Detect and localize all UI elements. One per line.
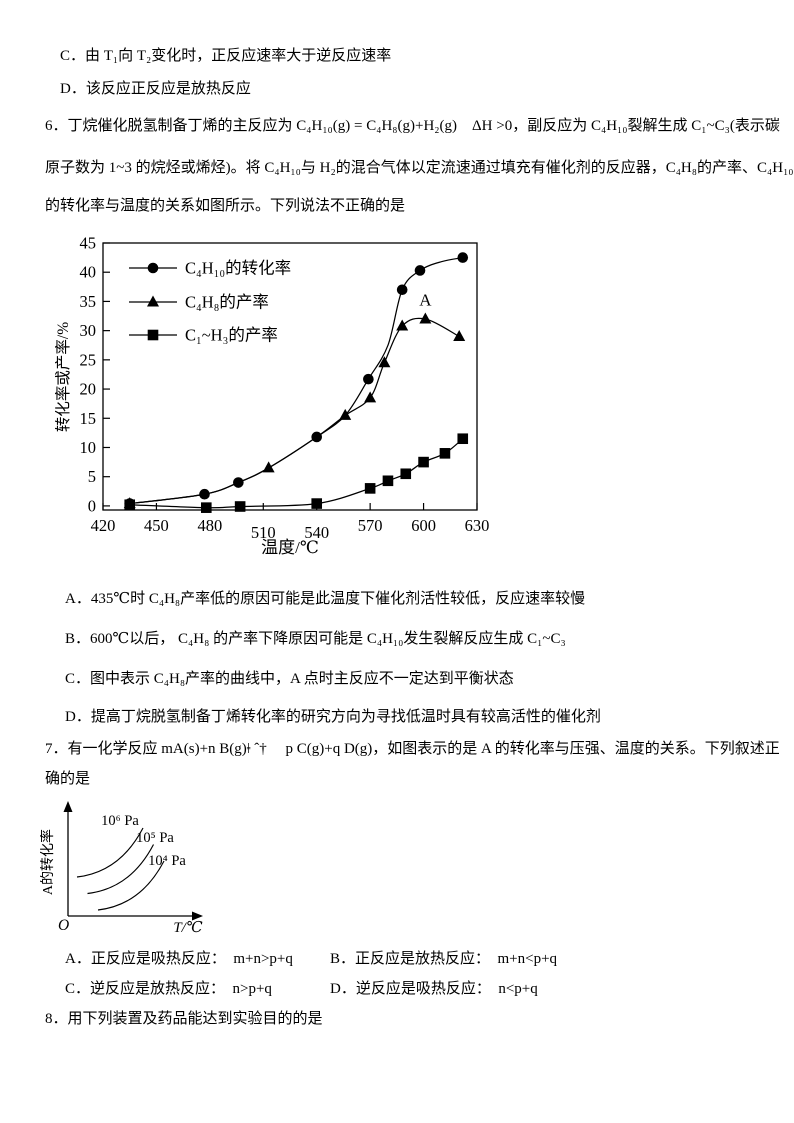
- svg-text:温度/℃: 温度/℃: [261, 538, 319, 557]
- svg-text:30: 30: [80, 321, 97, 340]
- q6-option-a: A．435℃时 C₄H₈产率低的原因可能是此温度下催化剂活性较低，反应速率较慢: [65, 591, 586, 607]
- svg-text:10: 10: [80, 438, 97, 457]
- svg-text:0: 0: [88, 496, 96, 515]
- svg-text:480: 480: [197, 516, 222, 535]
- svg-text:510: 510: [251, 523, 276, 542]
- svg-text:630: 630: [465, 516, 490, 535]
- svg-text:O: O: [58, 917, 69, 934]
- svg-text:A的转化率: A的转化率: [40, 829, 56, 895]
- svg-text:45: 45: [80, 235, 97, 253]
- svg-text:600: 600: [411, 516, 436, 535]
- q7-pressure-temperature-chart: 10⁶ Pa 10⁵ Pa 10⁴ Pa O T/℃ A的转化率: [39, 798, 270, 945]
- svg-text:15: 15: [80, 409, 97, 428]
- conversion-yield-chart-svg: 420 450 480 510 540 570 600 6300510152025303540…: [54, 234, 490, 558]
- svg-text:5: 5: [88, 467, 96, 486]
- q6-option-c: C．图中表示 C₄H₈产率的曲线中，A 点时主反应不一定达到平衡状态: [65, 671, 514, 687]
- svg-text:35: 35: [80, 292, 97, 311]
- q7-option-c: C．逆反应是放热反应： n>p+q: [65, 981, 272, 997]
- svg-text:T/℃: T/℃: [173, 920, 203, 936]
- svg-text:10⁵ Pa: 10⁵ Pa: [136, 830, 174, 846]
- q7-option-a: A．正反应是吸热反应： m+n>p+q: [65, 951, 293, 967]
- q6-stem-line2: 原子数为 1~3 的烷烃或烯烃)。将 C₄H₁₀与 H₂的混合气体以定流速通过填…: [45, 160, 794, 176]
- svg-text:40: 40: [80, 263, 97, 282]
- q5-option-c: C．由 T₁向 T₂变化时，正反应速率大于逆反应速率: [60, 48, 392, 64]
- svg-text:10⁴ Pa: 10⁴ Pa: [148, 853, 186, 869]
- q7-stem-line1: 7．有一化学反应 mA(s)+n B(g)ǂ ˆ† p C(g)+q D(g)，…: [45, 741, 780, 757]
- q7-option-b: B．正反应是放热反应： m+n<p+q: [330, 951, 558, 967]
- q6-option-d: D．提高丁烷脱氢制备丁烯转化率的研究方向为寻找低温时具有较高活性的催化剂: [65, 709, 601, 725]
- q6-stem-line1: 6．丁烷催化脱氢制备丁烯的主反应为 C₄H₁₀(g) = C₄H₈(g)+H₂(…: [45, 118, 780, 134]
- q6-stem-line3: 的转化率与温度的关系如图所示。下列说法不正确的是: [45, 198, 406, 214]
- q7-option-d: D．逆反应是吸热反应： n<p+q: [330, 981, 538, 997]
- svg-text:420: 420: [91, 516, 116, 535]
- q6-conversion-yield-chart: 420 450 480 510 540 570 600 630 0 5 10 15 20 25 30 35 40…: [54, 234, 495, 570]
- svg-text:A: A: [419, 291, 432, 310]
- q7-stem-line2: 确的是: [45, 771, 91, 787]
- svg-text:25: 25: [80, 350, 97, 369]
- svg-text:C₄H₁₀的转化率: C₄H₁₀的转化率: [185, 259, 291, 278]
- svg-text:20: 20: [80, 380, 97, 399]
- q5-option-d: D．该反应正反应是放热反应: [60, 81, 251, 97]
- svg-text:C₁~H₃的产率: C₁~H₃的产率: [185, 326, 278, 345]
- svg-text:540: 540: [304, 523, 329, 542]
- svg-text:转化率或产率/%: 转化率或产率/%: [55, 322, 72, 432]
- svg-text:570: 570: [358, 516, 383, 535]
- svg-text:450: 450: [144, 516, 169, 535]
- q6-option-b: B．600℃以后， C₄H₈ 的产率下降原因可能是 C₄H₁₀发生裂解反应生成 …: [65, 631, 566, 647]
- q8-stem-line1: 8．用下列装置及药品能达到实验目的的是: [45, 1011, 323, 1027]
- svg-text:10⁶ Pa: 10⁶ Pa: [101, 813, 139, 829]
- svg-text:C₄H₈的产率: C₄H₈的产率: [185, 293, 269, 312]
